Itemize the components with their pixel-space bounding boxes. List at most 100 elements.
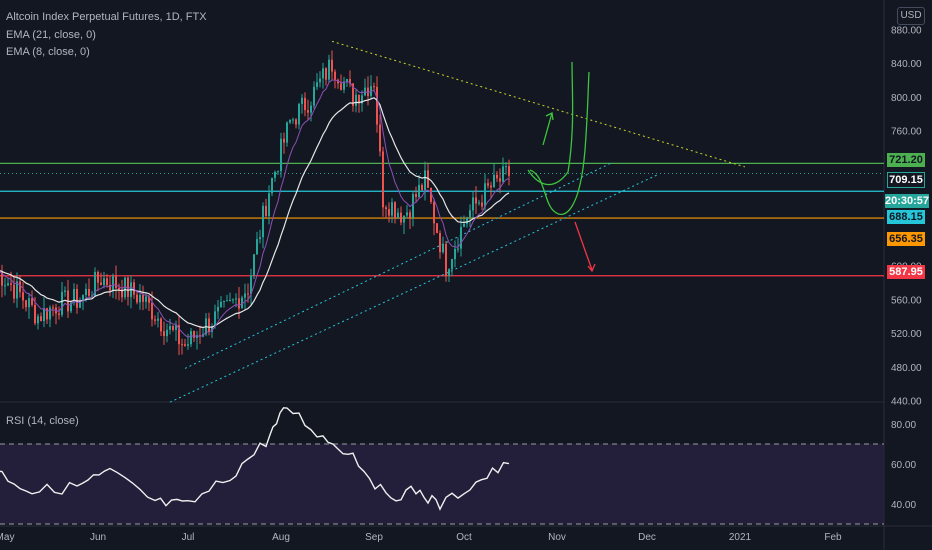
candle-body <box>265 205 267 217</box>
candle-body <box>352 83 354 106</box>
rsi-legend: RSI (14, close) <box>6 415 79 427</box>
candle-body <box>358 94 360 104</box>
candle-body <box>82 295 84 302</box>
candle-body <box>25 300 27 308</box>
candle-body <box>481 202 483 207</box>
candle-body <box>400 212 402 223</box>
projection-curve-up <box>527 61 574 186</box>
candle-body <box>85 288 87 296</box>
candle-body <box>226 300 228 302</box>
candle-body <box>484 183 486 207</box>
candle-body <box>394 202 396 219</box>
candle-body <box>472 197 474 211</box>
candle-body <box>274 171 276 178</box>
candle-body <box>385 207 387 210</box>
price-axis-label: 520.00 <box>891 329 922 340</box>
candle-body <box>157 318 159 321</box>
price-axis-label: 480.00 <box>891 363 922 374</box>
candle-body <box>379 124 381 152</box>
candle-body <box>217 306 219 312</box>
candle-body <box>13 284 15 299</box>
candle-body <box>310 105 312 113</box>
candle-body <box>292 119 294 121</box>
candle-body <box>454 248 456 260</box>
candle-body <box>355 94 357 106</box>
time-axis-label: Sep <box>365 532 383 543</box>
candle-body <box>184 344 186 346</box>
candle-body <box>346 78 348 82</box>
candle-body <box>388 209 390 216</box>
candle-body <box>475 197 477 204</box>
candle-body <box>433 201 435 224</box>
projection-arrow-up-head <box>545 112 554 121</box>
candle-body <box>19 281 21 293</box>
candle-body <box>499 178 501 182</box>
price-axis-label: 440.00 <box>891 397 922 408</box>
candle-body <box>316 82 318 87</box>
candle-body <box>298 103 300 125</box>
candle-body <box>220 301 222 307</box>
candle-body <box>145 296 147 302</box>
candle-body <box>337 79 339 84</box>
candle-body <box>376 86 378 125</box>
candle-body <box>196 335 198 338</box>
candle-body <box>487 183 489 186</box>
time-axis-label: 2021 <box>729 532 752 543</box>
candle-body <box>58 313 60 315</box>
candle-body <box>436 223 438 234</box>
candle-body <box>10 283 12 285</box>
candle-body <box>361 95 363 104</box>
candle-body <box>307 110 309 113</box>
projection-curve-dip <box>529 71 590 216</box>
time-axis-label: Jul <box>182 532 195 543</box>
ema21-legend: EMA (21, close, 0) <box>6 29 96 41</box>
price-axis-label: 840.00 <box>891 59 922 70</box>
candle-body <box>241 297 243 309</box>
candle-body <box>127 277 129 297</box>
candle-body <box>22 292 24 301</box>
candle-body <box>397 212 399 219</box>
candle-body <box>70 302 72 312</box>
candle-body <box>238 298 240 309</box>
candle-body <box>160 318 162 332</box>
currency-button[interactable]: USD <box>897 7 925 25</box>
ema8-line <box>0 79 510 338</box>
candle-body <box>151 302 153 320</box>
candle-body <box>139 294 141 303</box>
time-axis-label: Aug <box>272 532 290 543</box>
time-axis-label: Dec <box>638 532 656 543</box>
candle-body <box>181 344 183 346</box>
candle-body <box>328 59 330 80</box>
price-axis-label: 800.00 <box>891 93 922 104</box>
candle-body <box>262 205 264 238</box>
candle-body <box>343 81 345 90</box>
time-axis-label: Feb <box>824 532 842 543</box>
time-axis-label: Oct <box>456 532 472 543</box>
candle-body <box>277 171 279 173</box>
candle-body <box>418 184 420 197</box>
candle-body <box>169 326 171 330</box>
candle-body <box>247 293 249 295</box>
candle-body <box>154 319 156 321</box>
candle-body <box>178 325 180 345</box>
rsi-band <box>0 444 884 524</box>
price-axis-label: 760.00 <box>891 127 922 138</box>
candle-body <box>457 248 459 250</box>
candle-body <box>367 87 369 96</box>
rsi-axis-label: 80.00 <box>891 420 916 431</box>
candle-body <box>61 291 63 315</box>
candle-body <box>109 284 111 291</box>
descending-trendline <box>331 40 746 168</box>
candle-body <box>115 276 117 289</box>
candle-body <box>34 304 36 324</box>
candle-body <box>187 344 189 346</box>
candle-body <box>166 329 168 337</box>
candle-body <box>451 259 453 270</box>
candle-body <box>289 120 291 123</box>
candle-body <box>100 282 102 286</box>
candle-body <box>229 299 231 301</box>
candle-body <box>148 296 150 303</box>
candle-body <box>319 78 321 83</box>
